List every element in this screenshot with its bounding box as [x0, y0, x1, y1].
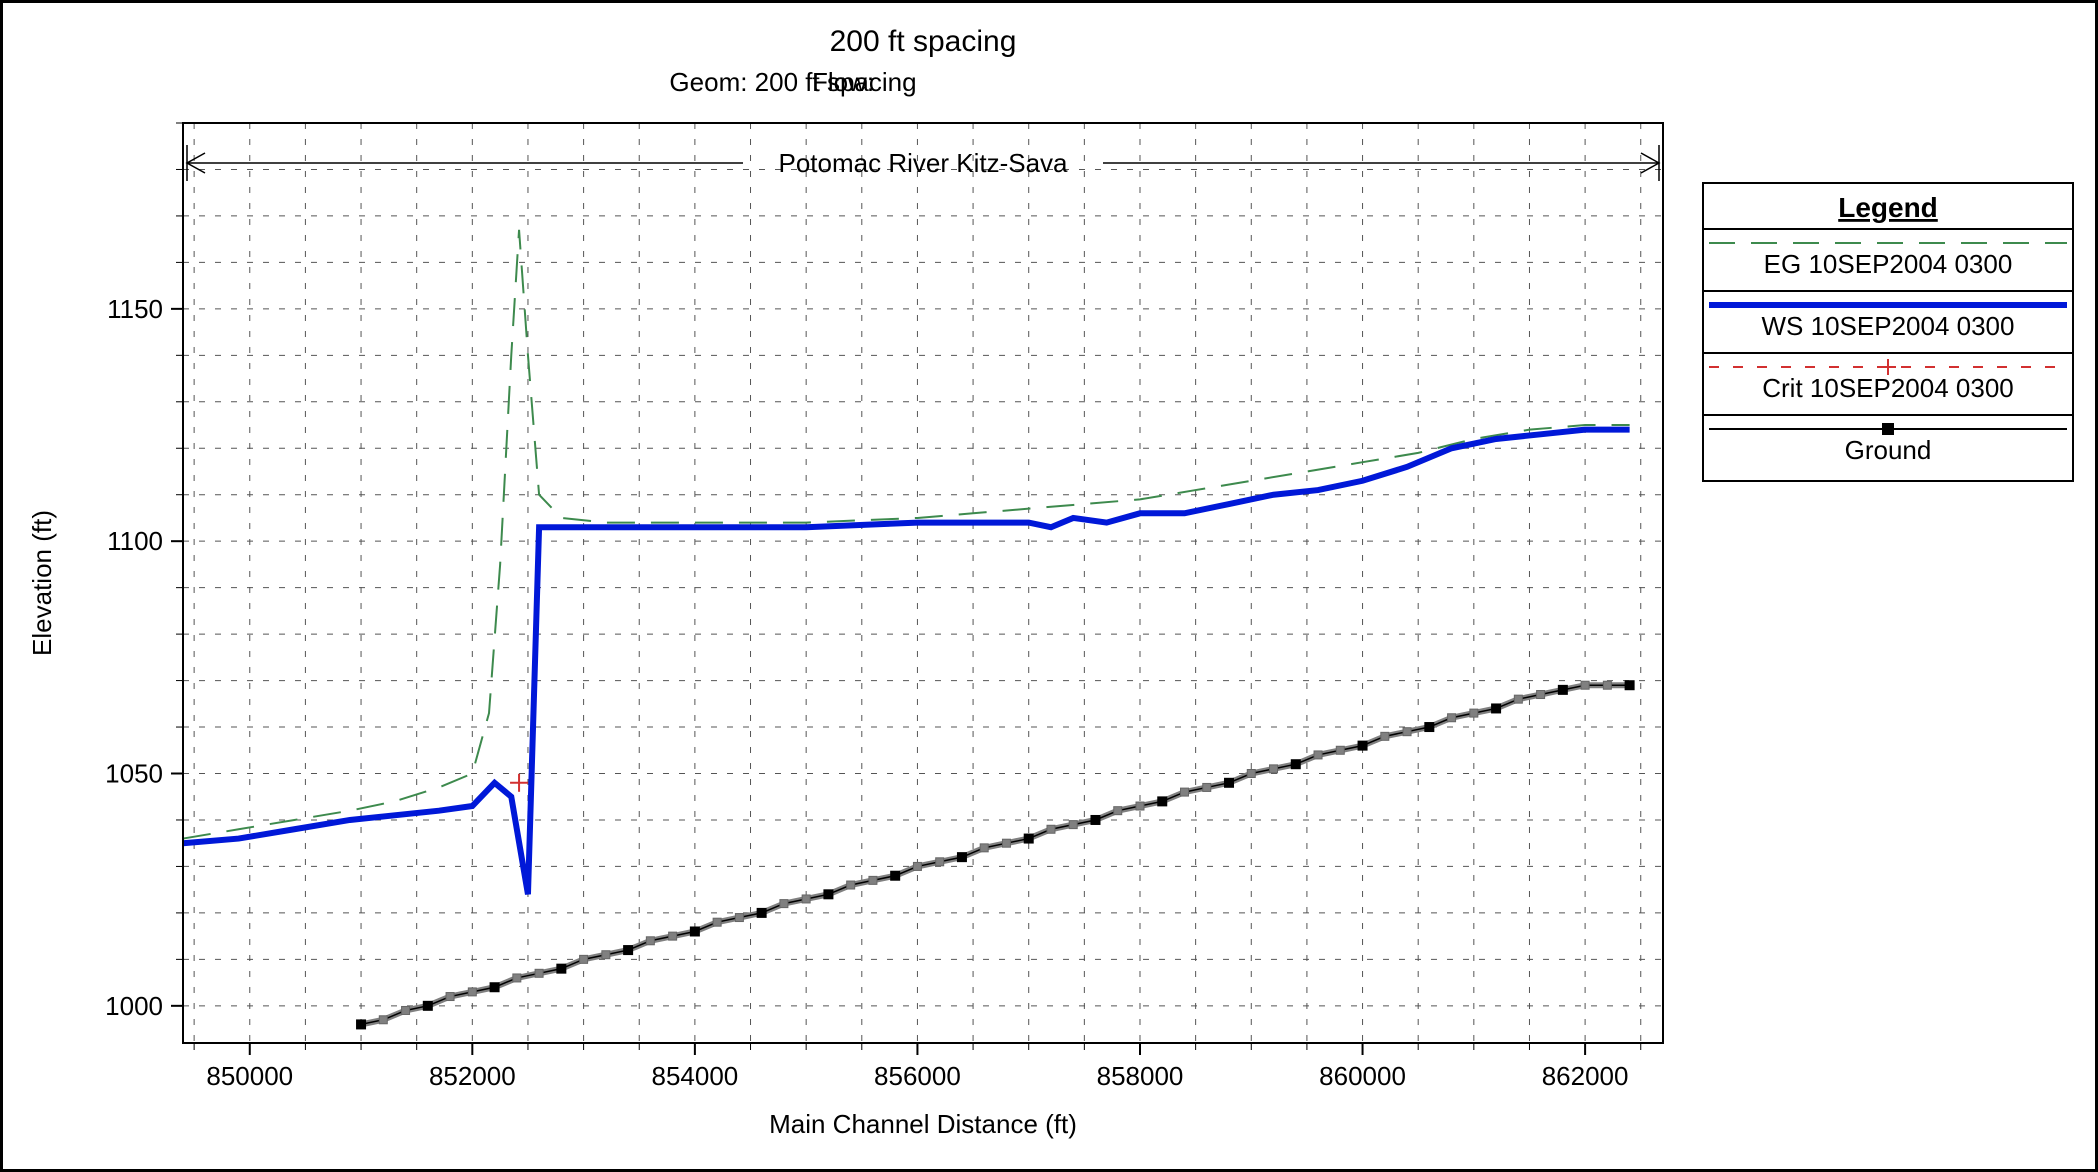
y-tick-label: 1150 [107, 294, 163, 324]
legend: Legend EG 10SEP2004 0300 WS 10SEP2004 0300… [1703, 183, 2073, 481]
x-tick-label: 862000 [1542, 1061, 1629, 1091]
x-tick-label: 858000 [1097, 1061, 1184, 1091]
x-tick-label: 860000 [1319, 1061, 1406, 1091]
y-tick-label: 1000 [105, 991, 163, 1021]
chart-title: 200 ft spacing [830, 25, 1017, 58]
x-axis-label: Main Channel Distance (ft) [769, 1109, 1077, 1139]
y-axis-label: Elevation (ft) [27, 510, 57, 656]
reach-label: Potomac River Kitz-Sava [779, 148, 1069, 178]
chart-container: 200 ft spacing Geom: 200 ft spacingFlow: P… [0, 0, 2098, 1172]
x-tick-label: 852000 [429, 1061, 516, 1091]
chart-subtitle-flow: Flow: [812, 67, 874, 97]
legend-item-label: WS 10SEP2004 0300 [1762, 311, 2015, 341]
x-tick-label: 854000 [651, 1061, 738, 1091]
x-tick-label: 856000 [874, 1061, 961, 1091]
y-tick-label: 1100 [107, 526, 163, 556]
y-tick-label: 1050 [105, 759, 163, 789]
legend-item-label: Crit 10SEP2004 0300 [1762, 373, 2014, 403]
legend-item-label: EG 10SEP2004 0300 [1764, 249, 2013, 279]
legend-item-label: Ground [1845, 435, 1932, 465]
legend-title: Legend [1838, 192, 1938, 223]
chart-subtitle-geom: Geom: 200 ft spacing [669, 67, 916, 97]
x-tick-label: 850000 [206, 1061, 293, 1091]
chart: 200 ft spacing Geom: 200 ft spacingFlow: P… [3, 3, 2095, 1169]
